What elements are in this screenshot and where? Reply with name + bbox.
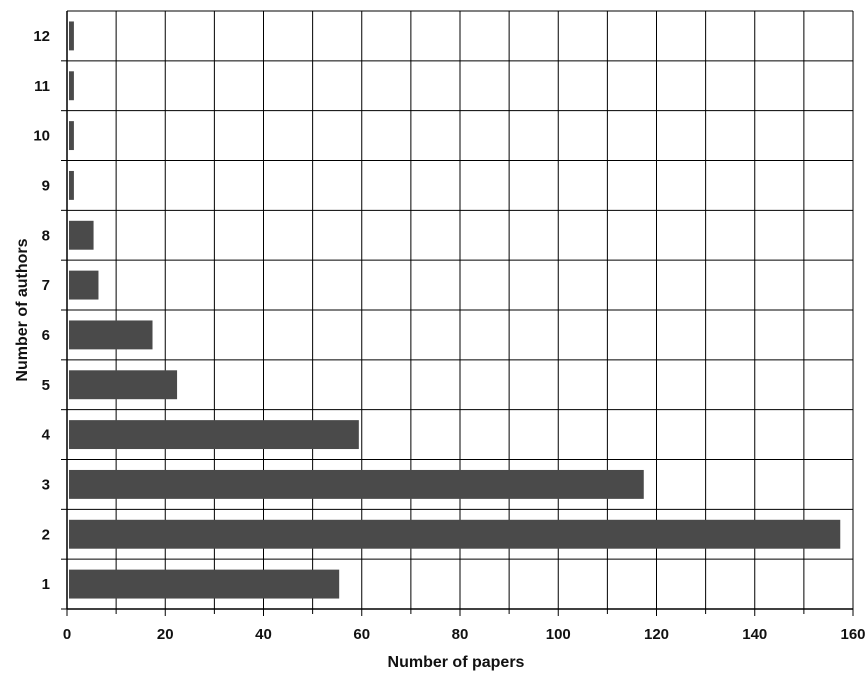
y-axis-title: Number of authors <box>14 238 31 381</box>
x-axis-title: Number of papers <box>388 654 525 671</box>
bar-2 <box>69 519 841 549</box>
x-tick-label: 0 <box>63 626 71 643</box>
bar-1 <box>69 569 340 599</box>
bar-12 <box>69 21 74 51</box>
y-tick-label: 1 <box>42 576 50 593</box>
x-tick-label: 80 <box>452 626 469 643</box>
bar-11 <box>69 71 74 101</box>
bars <box>69 21 841 599</box>
x-tick-label: 20 <box>157 626 174 643</box>
y-tick-label: 7 <box>42 277 50 294</box>
y-tick-label: 8 <box>42 227 50 244</box>
y-tick-label: 6 <box>42 327 50 344</box>
bar-7 <box>69 270 99 300</box>
y-tick-label: 3 <box>42 476 50 493</box>
bar-8 <box>69 220 94 250</box>
bar-10 <box>69 121 74 151</box>
y-tick-label: 12 <box>33 28 50 45</box>
grid <box>66 10 854 610</box>
y-tick-label: 4 <box>42 427 51 444</box>
bar-3 <box>69 469 644 499</box>
bar-6 <box>69 320 153 350</box>
y-tick-label: 9 <box>42 177 50 194</box>
x-tick-label: 100 <box>546 626 571 643</box>
y-tick-label: 5 <box>42 377 50 394</box>
x-tick-label: 120 <box>644 626 669 643</box>
bar-4 <box>69 420 359 450</box>
x-tick-labels: 0 20 40 60 80 100 120 140 160 <box>63 626 865 643</box>
y-tick-label: 11 <box>34 78 50 95</box>
y-tick-label: 2 <box>42 526 50 543</box>
x-tick-label: 40 <box>255 626 272 643</box>
x-tick-label: 140 <box>742 626 767 643</box>
bar-5 <box>69 370 178 400</box>
x-tick-label: 60 <box>353 626 370 643</box>
x-tick-label: 160 <box>840 626 865 643</box>
y-tick-label: 10 <box>33 128 50 145</box>
axes <box>61 11 854 616</box>
bar-9 <box>69 170 74 200</box>
